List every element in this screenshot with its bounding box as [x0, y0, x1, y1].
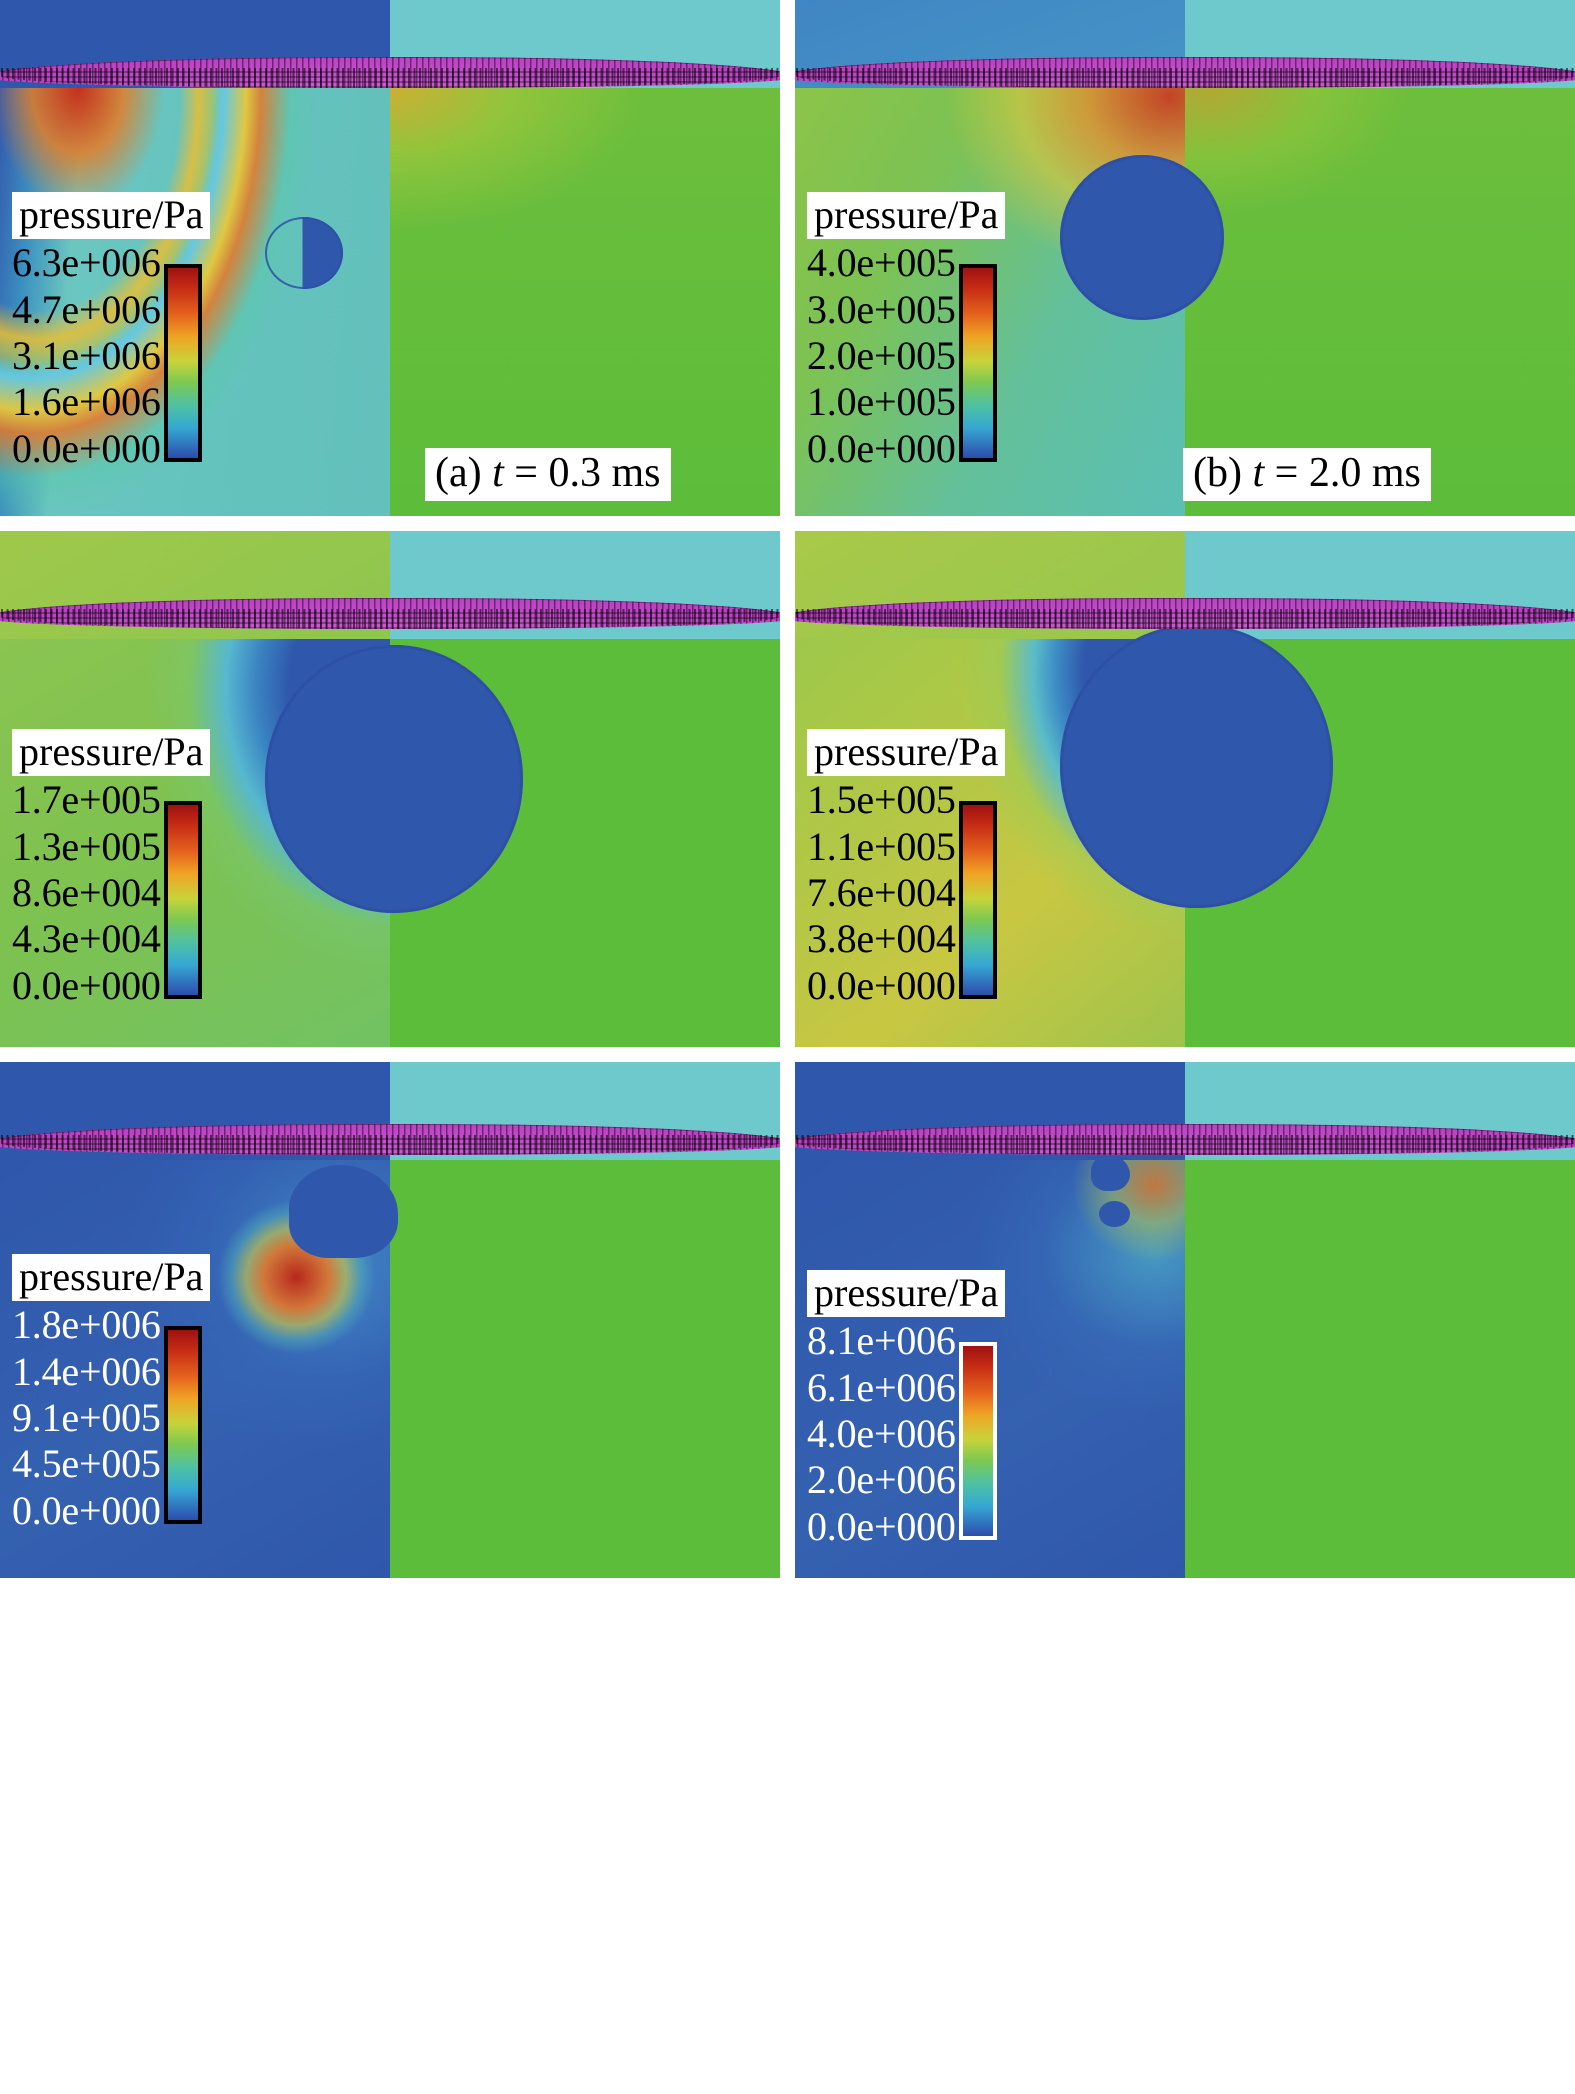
panel-e-pressure-right: [390, 1160, 780, 1578]
legend-tick: 1.1e+005: [807, 823, 956, 869]
panel-a-pressure-right: [390, 87, 780, 516]
caption-prefix: (b): [1193, 450, 1242, 496]
panel-a-bubble: [265, 216, 344, 289]
legend-tick: 1.8e+006: [12, 1302, 161, 1348]
legend-tick: 8.1e+006: [807, 1318, 956, 1364]
panel-d-particle-plate: [795, 598, 1575, 630]
panel-c-legend: pressure/Pa 1.7e+005 1.3e+005 8.6e+004 4…: [12, 729, 211, 1009]
panel-f: pressure/Pa 8.1e+006 6.1e+006 4.0e+006 2…: [795, 1062, 1575, 1578]
panel-a-legend-ticks: 6.3e+006 4.7e+006 3.1e+006 1.6e+006 0.0e…: [12, 240, 161, 472]
legend-tick: 1.3e+005: [12, 823, 161, 869]
panel-a-legend-title: pressure/Pa: [12, 192, 211, 240]
legend-tick: 2.0e+006: [807, 1457, 956, 1503]
panel-f-legend-ticks: 8.1e+006 6.1e+006 4.0e+006 2.0e+006 0.0e…: [807, 1318, 956, 1550]
caption-prefix: (a): [435, 450, 482, 496]
panel-b-legend: pressure/Pa 4.0e+005 3.0e+005 2.0e+005 1…: [807, 192, 1006, 472]
caption-equals: =: [514, 450, 538, 496]
panel-c-bubble: [265, 644, 523, 913]
panel-f-colorbar: [958, 1342, 997, 1541]
caption-value: 2.0: [1308, 450, 1362, 496]
panel-d-colorbar: [958, 801, 997, 1000]
legend-tick: 1.0e+005: [807, 379, 956, 425]
panel-b-field: [795, 0, 1575, 516]
panel-a-field: [0, 0, 780, 516]
panel-f-field: [795, 1062, 1575, 1578]
panel-e: pressure/Pa 1.8e+006 1.4e+006 9.1e+005 4…: [0, 1062, 780, 1578]
legend-tick: 1.6e+006: [12, 379, 161, 425]
panel-c: pressure/Pa 1.7e+005 1.3e+005 8.6e+004 4…: [0, 531, 780, 1047]
panel-c-colorbar: [163, 801, 202, 1000]
legend-tick: 1.7e+005: [12, 777, 161, 823]
panel-b-bubble: [1060, 154, 1224, 320]
panel-d-field: [795, 531, 1575, 1047]
caption-variable: t: [492, 450, 504, 496]
caption-unit: ms: [611, 450, 661, 496]
panel-e-field: [0, 1062, 780, 1578]
panel-d-legend-title: pressure/Pa: [807, 729, 1006, 777]
panel-b-pressure-right: [1185, 87, 1575, 516]
caption-variable: t: [1252, 450, 1265, 496]
legend-tick: 9.1e+005: [12, 1394, 161, 1440]
panel-a-colorbar: [163, 264, 202, 463]
panel-d-legend: pressure/Pa 1.5e+005 1.1e+005 7.6e+004 3…: [807, 729, 1006, 1009]
panel-b-colorbar: [958, 264, 997, 463]
panel-a-legend: pressure/Pa 6.3e+006 4.7e+006 3.1e+006 1…: [12, 192, 211, 472]
legend-tick: 0.0e+000: [12, 962, 161, 1008]
panel-a-particle-plate: [0, 56, 780, 88]
panel-c-legend-ticks: 1.7e+005 1.3e+005 8.6e+004 4.3e+004 0.0e…: [12, 777, 161, 1009]
panel-b-caption: (b) t = 2.0 ms: [1183, 448, 1431, 502]
legend-tick: 1.4e+006: [12, 1348, 161, 1394]
caption-equals: =: [1274, 450, 1299, 496]
legend-tick: 4.3e+004: [12, 916, 161, 962]
panel-e-legend-ticks: 1.8e+006 1.4e+006 9.1e+005 4.5e+005 0.0e…: [12, 1302, 161, 1534]
panel-f-legend: pressure/Pa 8.1e+006 6.1e+006 4.0e+006 2…: [807, 1270, 1006, 1550]
caption-unit: ms: [1371, 450, 1421, 496]
panel-f-bubble-fragment-upper: [1091, 1154, 1131, 1191]
legend-tick: 4.7e+006: [12, 286, 161, 332]
panel-c-legend-title: pressure/Pa: [12, 729, 211, 777]
panel-d-bubble: [1060, 623, 1334, 908]
panel-b-legend-ticks: 4.0e+005 3.0e+005 2.0e+005 1.0e+005 0.0e…: [807, 240, 956, 472]
panel-b: pressure/Pa 4.0e+005 3.0e+005 2.0e+005 1…: [795, 0, 1575, 516]
panel-f-legend-title: pressure/Pa: [807, 1270, 1006, 1318]
panel-f-bubble-fragment-lower: [1099, 1201, 1131, 1228]
panel-e-particle-plate: [0, 1123, 780, 1155]
panel-a-caption: (a) t = 0.3 ms: [425, 448, 671, 502]
legend-tick: 0.0e+000: [807, 962, 956, 1008]
panel-c-particle-plate: [0, 598, 780, 630]
panel-b-particle-plate: [795, 56, 1575, 88]
panel-e-colorbar: [163, 1326, 202, 1525]
legend-tick: 2.0e+005: [807, 332, 956, 378]
legend-tick: 6.1e+006: [807, 1364, 956, 1410]
legend-tick: 6.3e+006: [12, 240, 161, 286]
legend-tick: 4.5e+005: [12, 1441, 161, 1487]
legend-tick: 3.0e+005: [807, 286, 956, 332]
legend-tick: 0.0e+000: [807, 1503, 956, 1549]
panel-d-legend-ticks: 1.5e+005 1.1e+005 7.6e+004 3.8e+004 0.0e…: [807, 777, 956, 1009]
panel-e-bubble: [288, 1165, 398, 1259]
panel-b-legend-title: pressure/Pa: [807, 192, 1006, 240]
legend-tick: 3.8e+004: [807, 916, 956, 962]
caption-value: 0.3: [548, 450, 601, 496]
panel-f-particle-plate: [795, 1123, 1575, 1155]
panel-f-pressure-right: [1185, 1160, 1575, 1578]
panel-e-legend-title: pressure/Pa: [12, 1254, 211, 1302]
legend-tick: 0.0e+000: [807, 425, 956, 471]
panel-d: pressure/Pa 1.5e+005 1.1e+005 7.6e+004 3…: [795, 531, 1575, 1047]
panel-e-legend: pressure/Pa 1.8e+006 1.4e+006 9.1e+005 4…: [12, 1254, 211, 1534]
legend-tick: 3.1e+006: [12, 332, 161, 378]
panel-a: pressure/Pa 6.3e+006 4.7e+006 3.1e+006 1…: [0, 0, 780, 516]
legend-tick: 4.0e+006: [807, 1410, 956, 1456]
legend-tick: 7.6e+004: [807, 869, 956, 915]
legend-tick: 4.0e+005: [807, 240, 956, 286]
legend-tick: 8.6e+004: [12, 869, 161, 915]
legend-tick: 0.0e+000: [12, 425, 161, 471]
legend-tick: 1.5e+005: [807, 777, 956, 823]
legend-tick: 0.0e+000: [12, 1487, 161, 1533]
